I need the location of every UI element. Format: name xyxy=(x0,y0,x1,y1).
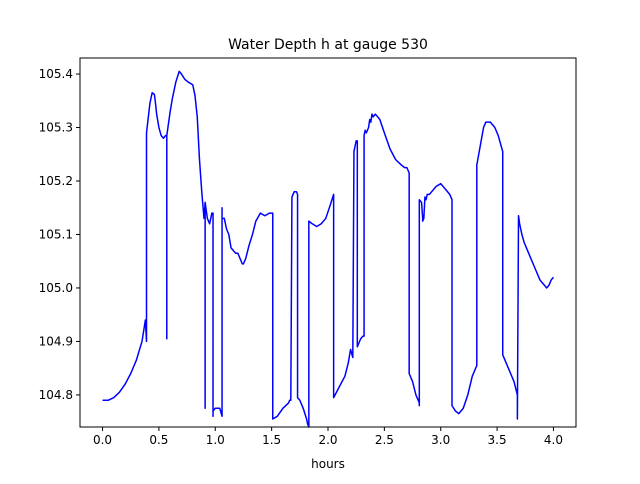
x-tick-label: 2.5 xyxy=(375,433,394,447)
x-tick-label: 0.0 xyxy=(93,433,112,447)
x-tick-label: 3.5 xyxy=(488,433,507,447)
x-axis-label: hours xyxy=(311,457,345,471)
chart-title: Water Depth h at gauge 530 xyxy=(228,37,428,53)
y-tick-label: 105.0 xyxy=(39,281,73,295)
y-tick-label: 105.3 xyxy=(39,121,73,135)
x-axis-ticks: 0.0 0.5 1.0 1.5 2.0 2.5 3.0 3.5 4.0 xyxy=(93,427,563,447)
x-tick-label: 1.5 xyxy=(262,433,281,447)
x-tick-label: 2.0 xyxy=(318,433,337,447)
y-tick-label: 105.4 xyxy=(39,67,73,81)
x-tick-label: 1.0 xyxy=(206,433,225,447)
x-tick-label: 0.5 xyxy=(149,433,168,447)
y-axis-ticks: 104.8 104.9 105.0 105.1 105.2 105.3 105.4 xyxy=(39,67,80,402)
x-tick-label: 3.0 xyxy=(431,433,450,447)
y-tick-label: 105.1 xyxy=(39,227,73,241)
series-line-0 xyxy=(102,70,555,428)
axes-frame xyxy=(79,57,577,428)
series-layer xyxy=(102,70,555,428)
x-tick-label: 4.0 xyxy=(544,433,563,447)
y-tick-label: 104.8 xyxy=(39,388,73,402)
y-tick-label: 104.9 xyxy=(39,334,73,348)
y-tick-label: 105.2 xyxy=(39,174,73,188)
